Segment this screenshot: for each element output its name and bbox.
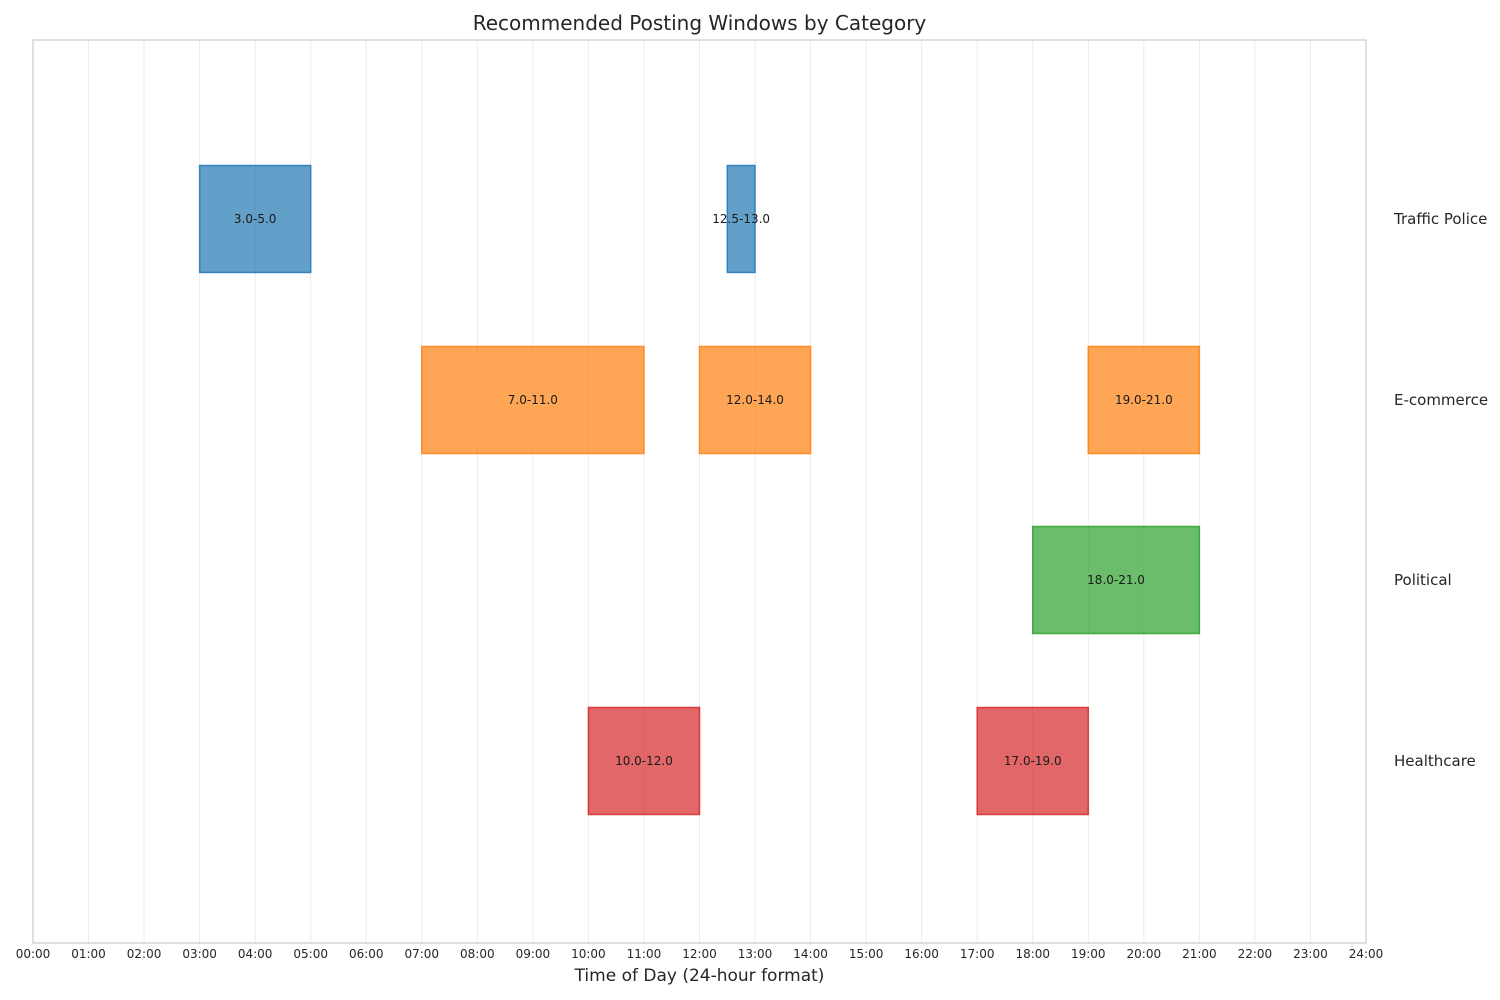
window-label: 12.5-13.0 — [712, 212, 770, 226]
x-tick-label: 02:00 — [127, 947, 162, 961]
category-label: Healthcare — [1394, 752, 1476, 770]
x-tick-label: 16:00 — [904, 947, 939, 961]
x-tick-label: 23:00 — [1293, 947, 1328, 961]
x-tick-label: 17:00 — [960, 947, 995, 961]
x-tick-label: 18:00 — [1015, 947, 1050, 961]
x-tick-label: 19:00 — [1071, 947, 1106, 961]
window-label: 17.0-19.0 — [1004, 754, 1062, 768]
x-tick-label: 14:00 — [793, 947, 828, 961]
x-tick-label: 07:00 — [404, 947, 439, 961]
x-tick-label: 06:00 — [349, 947, 384, 961]
category-label: Political — [1394, 571, 1452, 589]
x-tick-label: 11:00 — [627, 947, 662, 961]
x-tick-label: 22:00 — [1238, 947, 1273, 961]
chart-title: Recommended Posting Windows by Category — [473, 11, 927, 35]
x-tick-label: 10:00 — [571, 947, 606, 961]
category-label: Traffic Police — [1393, 210, 1487, 228]
x-tick-label: 09:00 — [516, 947, 551, 961]
window-bar — [198, 164, 312, 274]
x-tick-label: 00:00 — [16, 947, 51, 961]
x-tick-label: 13:00 — [738, 947, 773, 961]
x-tick-label: 03:00 — [182, 947, 217, 961]
window-bar — [726, 164, 756, 274]
window-bar — [1087, 345, 1201, 455]
window-label: 19.0-21.0 — [1115, 393, 1173, 407]
bars-layer: 3.0-5.0 12.5-13.0 7.0-11.0 12.0-14.0 19.0-21… — [198, 164, 1201, 816]
x-ticks-layer: 00:00 01:00 02:00 03:00 04:00 05:00 06:00 07:00… — [16, 947, 1384, 961]
x-tick-label: 20:00 — [1127, 947, 1162, 961]
x-tick-label: 12:00 — [682, 947, 717, 961]
x-tick-label: 05:00 — [293, 947, 328, 961]
grid-layer — [88, 40, 1311, 943]
plot-frame — [32, 39, 1367, 944]
x-axis-label: Time of Day (24-hour format) — [574, 966, 825, 986]
x-tick-label: 15:00 — [849, 947, 884, 961]
window-bar — [976, 706, 1090, 816]
x-tick-label: 24:00 — [1349, 947, 1384, 961]
x-tick-label: 01:00 — [71, 947, 106, 961]
category-label: E-commerce — [1394, 391, 1488, 409]
x-tick-label: 08:00 — [460, 947, 495, 961]
window-bar — [587, 706, 701, 816]
window-label: 12.0-14.0 — [726, 393, 784, 407]
category-labels-layer: Traffic Police E-commerce Political Healthc… — [1393, 210, 1488, 770]
window-bar — [421, 345, 645, 455]
window-label: 3.0-5.0 — [234, 212, 277, 226]
x-tick-label: 21:00 — [1182, 947, 1217, 961]
window-label: 18.0-21.0 — [1087, 573, 1145, 587]
window-bar — [1032, 525, 1201, 635]
window-bar — [698, 345, 812, 455]
window-label: 7.0-11.0 — [508, 393, 558, 407]
x-tick-label: 04:00 — [238, 947, 273, 961]
window-label: 10.0-12.0 — [615, 754, 673, 768]
